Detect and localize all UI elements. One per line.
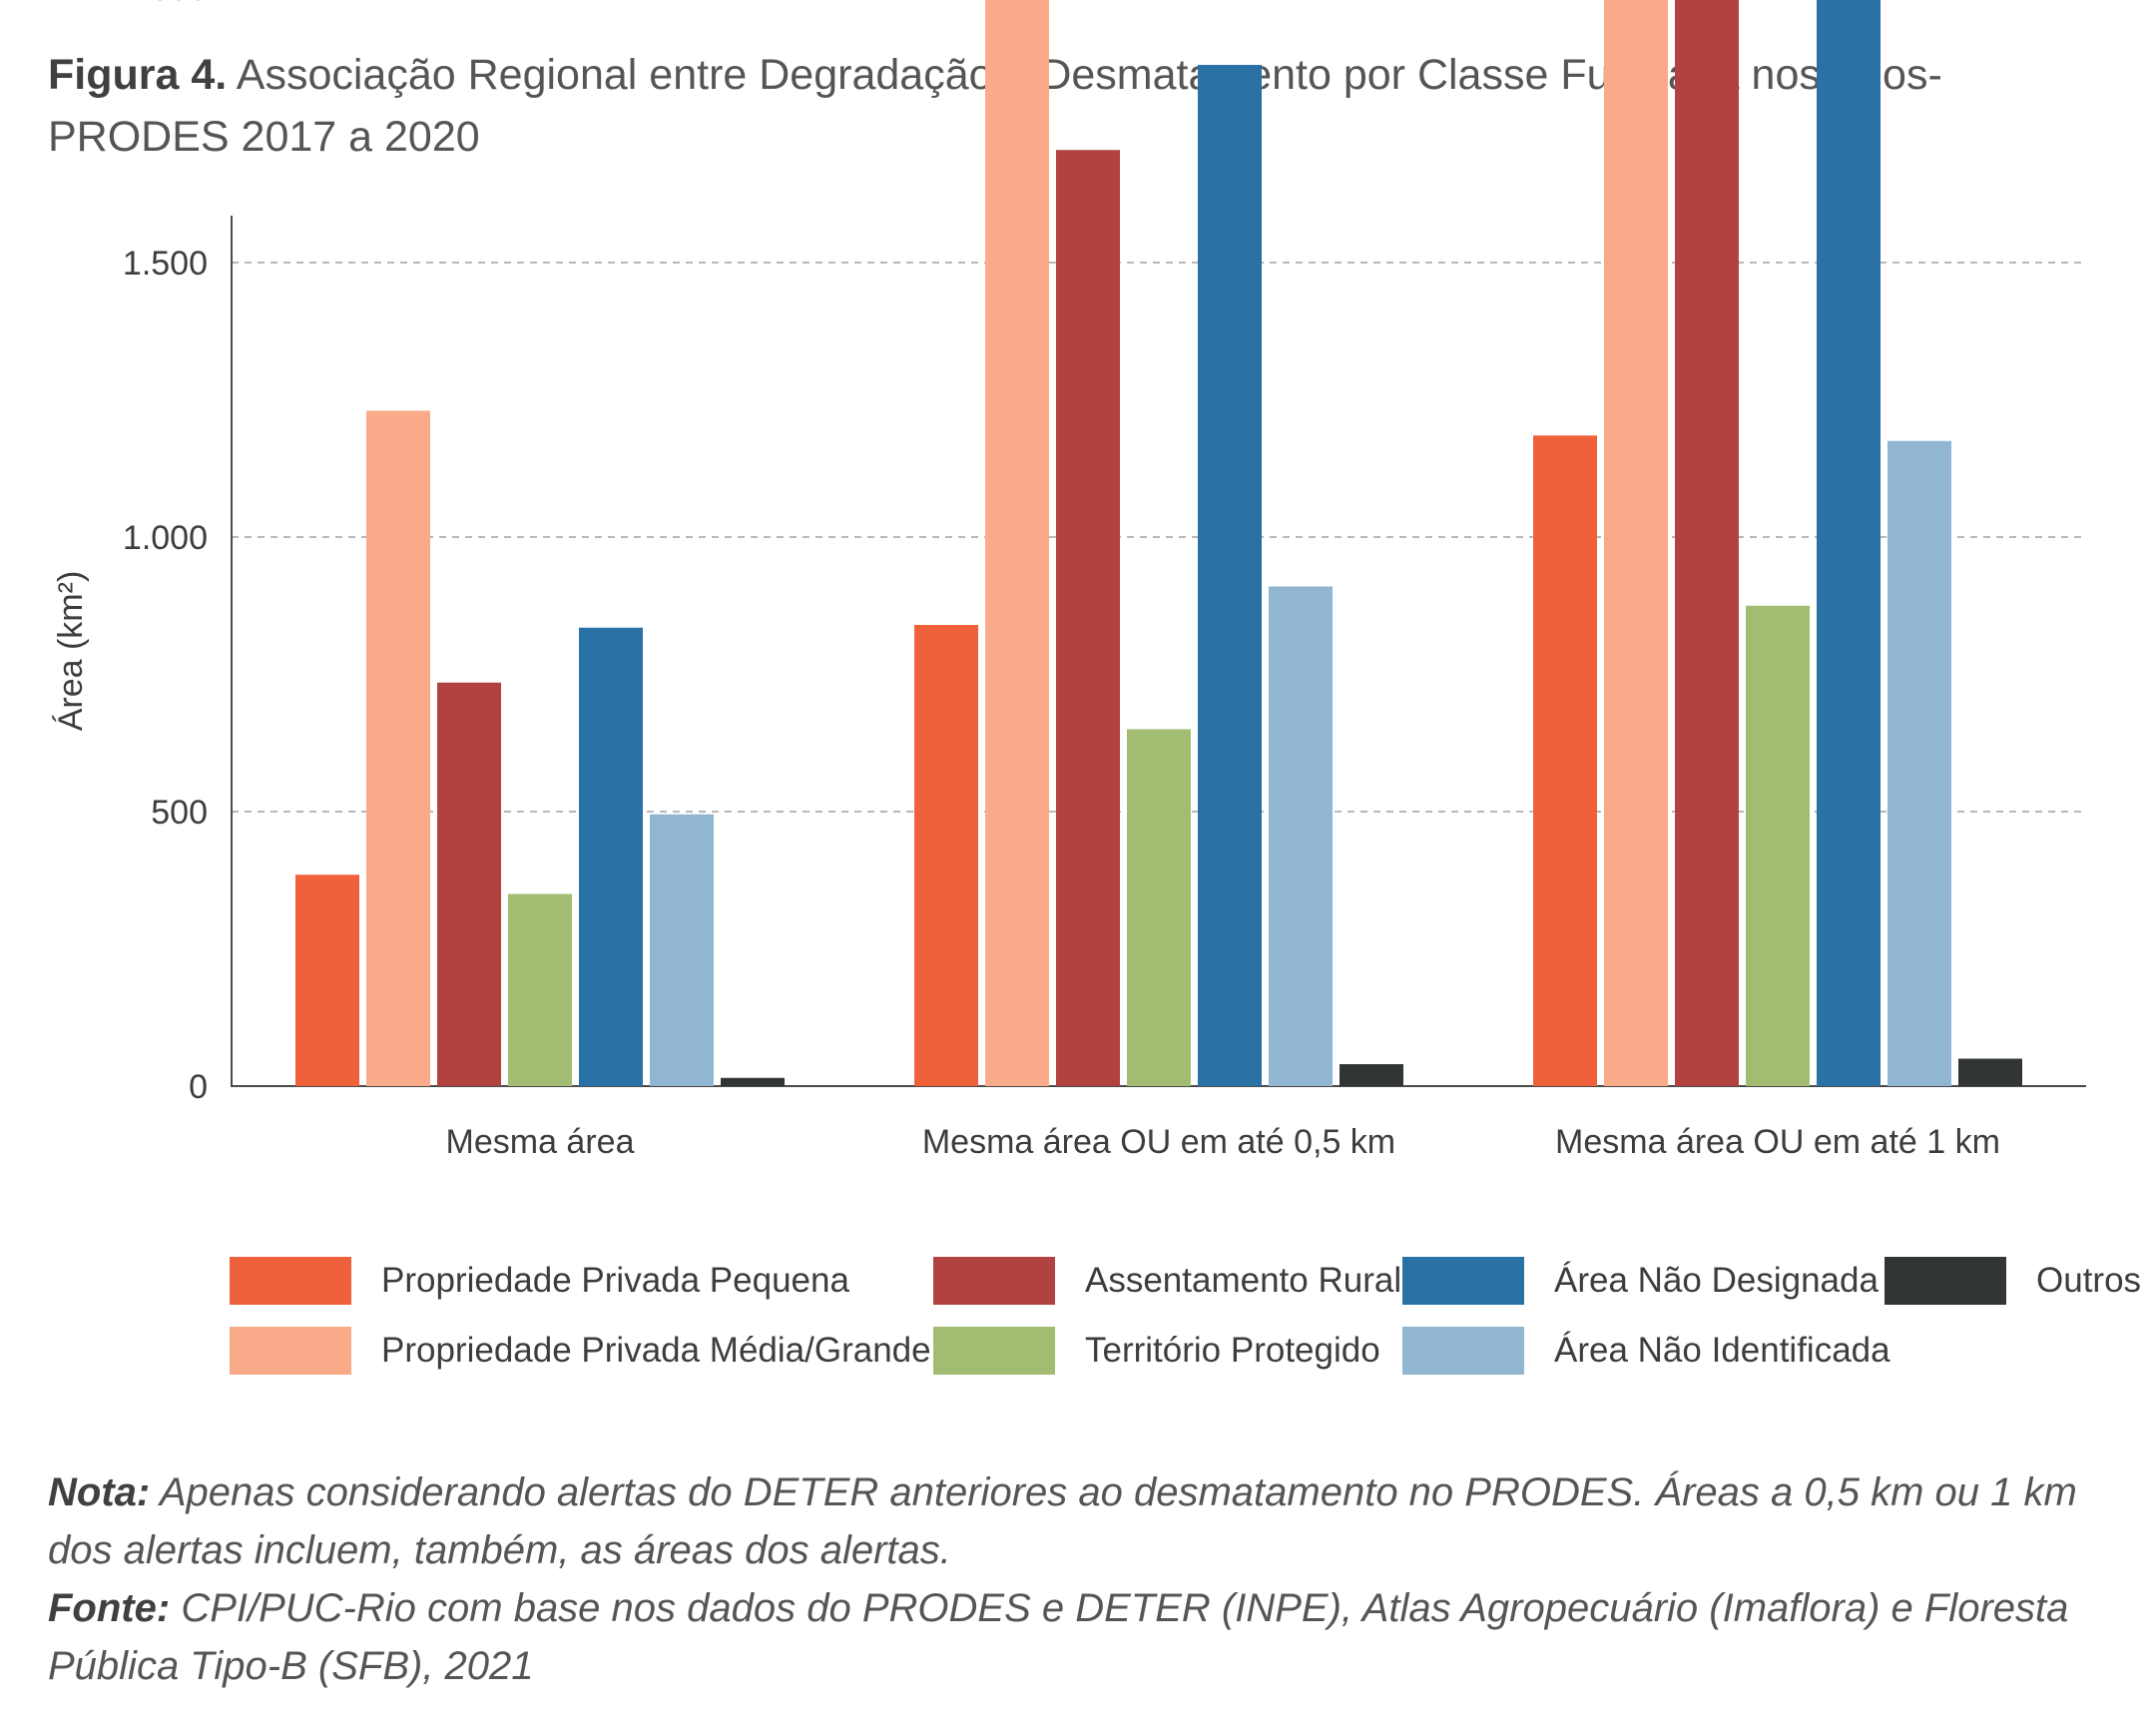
bar [1746, 605, 1810, 1086]
source-label: Fonte: [48, 1586, 171, 1630]
bar [1127, 729, 1191, 1086]
legend-swatch [1402, 1327, 1524, 1375]
bar [1604, 0, 1668, 1086]
x-category-label: Mesma área OU em até 1 km [1555, 1123, 2000, 1161]
legend-label: Propriedade Privada Pequena [381, 1261, 849, 1300]
bar [721, 1077, 785, 1086]
y-tick-label: 1.500 [123, 245, 208, 283]
bar [914, 625, 978, 1086]
legend-item: Outros [1885, 1256, 2141, 1306]
legend-label: Propriedade Privada Média/Grande [381, 1331, 931, 1370]
legend-label: Território Protegido [1085, 1331, 1380, 1370]
bar [650, 814, 714, 1086]
bar [1533, 435, 1597, 1086]
legend-label: Outros [2036, 1261, 2142, 1300]
bar [579, 627, 643, 1086]
legend-item: Propriedade Privada Pequena [230, 1256, 849, 1306]
figure-number: Figura 4. [48, 51, 228, 99]
legend-item: Assentamento Rural [933, 1256, 1401, 1306]
note-label: Nota: [48, 1470, 151, 1514]
bar [1198, 65, 1262, 1086]
y-tick-label: 500 [151, 794, 208, 832]
bar [985, 0, 1049, 1086]
legend-swatch [1402, 1257, 1524, 1305]
legend-label: Área Não Designada [1554, 1261, 1879, 1300]
legend-item: Área Não Identificada [1402, 1326, 1890, 1376]
bar [366, 410, 430, 1086]
x-category-label: Mesma área [446, 1123, 635, 1161]
legend-swatch [230, 1327, 351, 1375]
legend-item: Área Não Designada [1402, 1256, 1879, 1306]
bar [508, 893, 572, 1086]
legend-swatch [933, 1257, 1055, 1305]
legend-swatch [933, 1327, 1055, 1375]
bar [1817, 0, 1881, 1086]
legend-swatch [1885, 1257, 2006, 1305]
bar [1340, 1064, 1403, 1086]
legend-swatch [230, 1257, 351, 1305]
bar [1056, 150, 1120, 1086]
x-category-label: Mesma área OU em até 0,5 km [922, 1123, 1395, 1161]
y-tick-label: 2.000 [123, 0, 208, 8]
bar [1958, 1058, 2022, 1086]
legend-item: Propriedade Privada Média/Grande [230, 1326, 931, 1376]
legend-item: Território Protegido [933, 1326, 1380, 1376]
y-tick-label: 1.000 [123, 519, 208, 557]
legend-label: Assentamento Rural [1085, 1261, 1402, 1300]
bar [1675, 0, 1739, 1086]
source-text: CPI/PUC-Rio com base nos dados do PRODES… [48, 1586, 2069, 1688]
bar [1887, 440, 1951, 1086]
source-line: Fonte: CPI/PUC-Rio com base nos dados do… [48, 1579, 2124, 1695]
bar [437, 682, 501, 1086]
y-tick-label: 0 [189, 1068, 208, 1106]
note-text: Apenas considerando alertas do DETER ant… [48, 1470, 2077, 1572]
chart-legend: Propriedade Privada Pequena Propriedade P… [230, 1256, 2141, 1406]
bar [295, 874, 359, 1086]
bar [1269, 586, 1333, 1086]
note-line: Nota: Apenas considerando alertas do DET… [48, 1463, 2124, 1579]
legend-label: Área Não Identificada [1554, 1331, 1890, 1370]
y-axis-label: Área (km²) [52, 571, 90, 732]
chart-notes: Nota: Apenas considerando alertas do DET… [48, 1463, 2124, 1695]
